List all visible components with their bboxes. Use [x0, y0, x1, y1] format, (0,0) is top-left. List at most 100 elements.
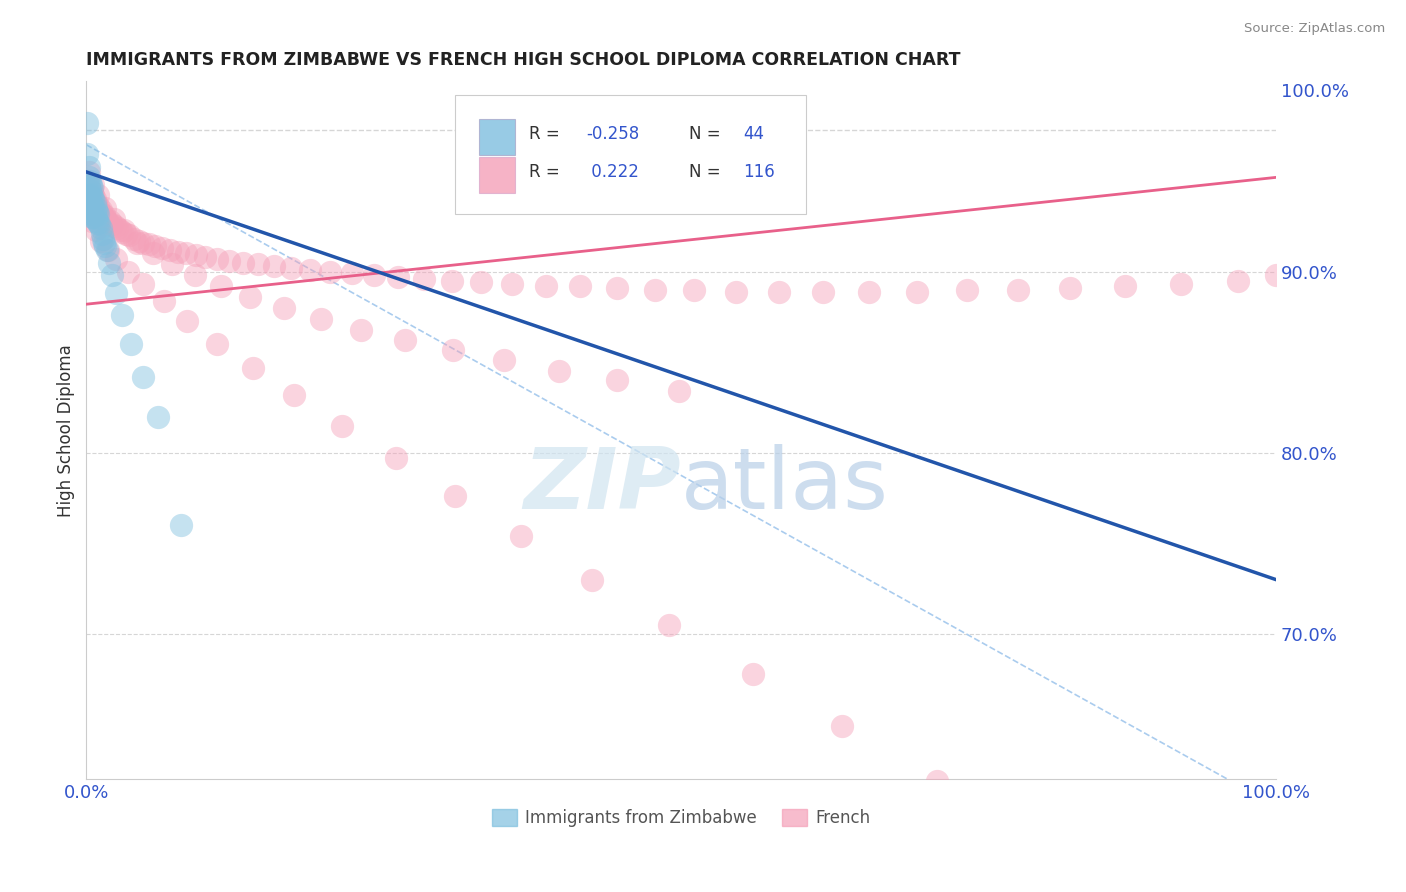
Point [118, 228, 141, 243]
Point [1265, 268, 1288, 283]
Point [105, 286, 128, 301]
Point [87, 188, 110, 202]
Legend: Immigrants from Zimbabwe, French: Immigrants from Zimbabwe, French [485, 802, 877, 833]
Point [76, 146, 98, 161]
Point [606, 281, 628, 295]
Point [91, 211, 114, 225]
Point [309, 311, 332, 326]
Text: ZIP: ZIP [523, 444, 681, 527]
Text: IMMIGRANTS FROM ZIMBABWE VS FRENCH HIGH SCHOOL DIPLOMA CORRELATION CHART: IMMIGRANTS FROM ZIMBABWE VS FRENCH HIGH … [86, 51, 960, 69]
Point [86, 201, 108, 215]
Point [132, 235, 155, 250]
Point [1059, 281, 1081, 295]
Point [138, 237, 160, 252]
Point [194, 250, 217, 264]
Point [232, 255, 254, 269]
Point [440, 274, 463, 288]
Point [1226, 274, 1249, 288]
Point [86, 214, 108, 228]
Point [80, 195, 103, 210]
Point [83, 195, 105, 210]
Point [768, 285, 790, 299]
Point [86, 204, 108, 219]
Point [84, 201, 107, 215]
Point [444, 489, 467, 503]
Point [176, 313, 198, 327]
Point [103, 212, 125, 227]
Point [82, 181, 104, 195]
Point [111, 308, 134, 322]
Point [387, 270, 409, 285]
Text: -0.258: -0.258 [586, 125, 640, 143]
Text: 44: 44 [742, 125, 763, 143]
Point [152, 241, 174, 255]
Point [122, 232, 145, 246]
Text: N =: N = [689, 125, 727, 143]
Point [90, 234, 112, 248]
Point [183, 268, 205, 283]
Point [280, 260, 302, 275]
Point [77, 178, 100, 192]
Y-axis label: High School Diploma: High School Diploma [58, 343, 75, 516]
Point [97, 216, 120, 230]
Point [492, 353, 515, 368]
Point [76, 174, 98, 188]
Point [90, 221, 112, 235]
Point [132, 369, 155, 384]
Point [76, 116, 98, 130]
Point [82, 195, 104, 210]
Point [132, 277, 155, 292]
Point [441, 343, 464, 357]
Point [146, 409, 169, 424]
Point [96, 243, 118, 257]
Point [83, 199, 105, 213]
Point [90, 206, 112, 220]
Point [534, 279, 557, 293]
Point [77, 170, 100, 185]
Point [319, 264, 342, 278]
Point [811, 285, 834, 299]
Point [470, 276, 492, 290]
FancyBboxPatch shape [479, 119, 515, 154]
Point [105, 221, 128, 235]
Point [80, 206, 103, 220]
Point [80, 186, 103, 201]
Point [205, 252, 228, 266]
Text: 116: 116 [742, 163, 775, 181]
Point [82, 185, 104, 199]
Point [84, 195, 107, 210]
Point [668, 384, 690, 399]
Point [831, 719, 853, 733]
Point [82, 199, 104, 213]
Point [82, 211, 104, 225]
Point [363, 268, 385, 283]
Text: 0.222: 0.222 [586, 163, 638, 181]
Point [1114, 279, 1136, 293]
Point [128, 234, 150, 248]
Point [87, 216, 110, 230]
Point [174, 246, 197, 260]
Point [569, 279, 592, 293]
Point [90, 227, 112, 241]
Point [77, 181, 100, 195]
Point [105, 252, 128, 266]
Point [82, 188, 104, 202]
Point [925, 773, 948, 788]
Point [84, 211, 107, 225]
Point [77, 188, 100, 202]
Point [79, 186, 101, 201]
Point [581, 573, 603, 587]
Point [96, 214, 118, 228]
Point [83, 192, 105, 206]
Text: atlas: atlas [681, 444, 889, 527]
Point [80, 178, 103, 192]
Point [239, 290, 262, 304]
Point [1007, 283, 1029, 297]
Point [108, 223, 131, 237]
Point [79, 201, 101, 215]
Point [384, 451, 406, 466]
Point [340, 267, 363, 281]
Point [184, 248, 207, 262]
Point [606, 373, 628, 387]
Point [658, 618, 681, 632]
